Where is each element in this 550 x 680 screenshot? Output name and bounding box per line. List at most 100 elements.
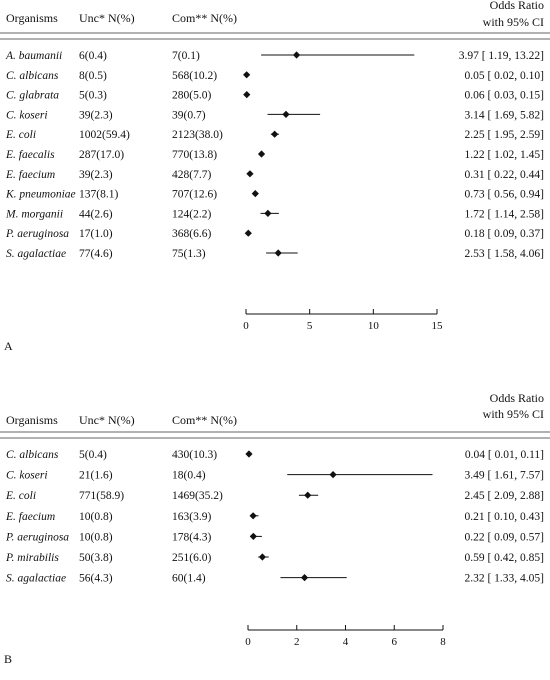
panel-a-unc-value: 5(0.3) — [79, 90, 107, 102]
panel-b-com-value: 18(0.4) — [172, 470, 206, 482]
panel-a-organism-label: A. baumanii — [5, 50, 62, 62]
panel-b-unc-value: 21(1.6) — [79, 470, 113, 482]
panel-b-organism-label: C. albicans — [6, 449, 59, 461]
panel-a-or-point — [243, 71, 251, 79]
panel-a-unc-value: 137(8.1) — [79, 189, 118, 201]
panel-a-unc-value: 44(2.6) — [79, 208, 113, 220]
panel-b-or-point — [304, 491, 312, 499]
panel-a-or-point — [274, 249, 282, 257]
panel-a-unc-value: 39(2.3) — [79, 109, 113, 121]
panel-b-x-tick-label: 6 — [392, 636, 398, 648]
panel-a-x-tick-label: 5 — [307, 320, 313, 332]
panel-b-unc-value: 10(0.8) — [79, 511, 113, 523]
panel-a-x-tick-label: 15 — [432, 320, 444, 332]
panel-b-com-value: 251(6.0) — [172, 552, 211, 564]
panel-a-unc-value: 6(0.4) — [79, 50, 107, 62]
panel-b-header-unc: Unc* N(%) — [79, 413, 135, 427]
panel-b-unc-value: 5(0.4) — [79, 449, 107, 461]
panel-a-com-value: 568(10.2) — [172, 70, 217, 82]
panel-a-com-value: 280(5.0) — [172, 90, 211, 102]
panel-b-com-value: 178(4.3) — [172, 531, 211, 543]
panel-b-x-tick-label: 2 — [294, 636, 300, 648]
panel-a-com-value: 124(2.2) — [172, 208, 211, 220]
panel-b-x-tick-label: 8 — [440, 636, 446, 648]
panel-a-header-organisms: Organisms — [6, 11, 58, 25]
panel-a-com-value: 770(13.8) — [172, 149, 217, 161]
panel-b-header-or-line1: Odds Ratio — [490, 391, 544, 405]
panel-a-or-ci-label: 3.14 [ 1.69, 5.82] — [464, 109, 544, 121]
panel-a-or-ci-label: 0.73 [ 0.56, 0.94] — [464, 189, 544, 201]
panel-b-com-value: 60(1.4) — [172, 573, 206, 585]
panel-a-header-or-line2: with 95% CI — [483, 15, 544, 29]
panel-b-x-tick-label: 0 — [245, 636, 251, 648]
panel-b-or-ci-label: 3.49 [ 1.61, 7.57] — [464, 470, 544, 482]
panel-a-organism-label: C. koseri — [6, 109, 48, 121]
panel-a-or-point — [251, 190, 259, 198]
panel-a-or-ci-label: 0.31 [ 0.22, 0.44] — [464, 169, 544, 181]
panel-a-or-ci-label: 2.25 [ 1.95, 2.59] — [464, 129, 544, 141]
panel-b-or-point — [258, 553, 266, 561]
panel-a-or-point — [246, 170, 254, 178]
panel-a-unc-value: 39(2.3) — [79, 169, 113, 181]
panel-b-or-point — [329, 471, 337, 479]
panel-a-com-value: 368(6.6) — [172, 228, 211, 240]
panel-b-header-organisms: Organisms — [6, 413, 58, 427]
panel-a-com-value: 39(0.7) — [172, 109, 206, 121]
panel-a-x-tick-label: 0 — [243, 320, 249, 332]
panel-b-com-value: 430(10.3) — [172, 449, 217, 461]
panel-a-unc-value: 287(17.0) — [79, 149, 124, 161]
panel-b-header-or-line2: with 95% CI — [483, 407, 544, 421]
panel-b-unc-value: 50(3.8) — [79, 552, 113, 564]
panel-b-organism-label: P. aeruginosa — [5, 531, 69, 543]
panel-a-or-ci-label: 3.97 [ 1.19, 13.22] — [459, 50, 544, 62]
panel-a-or-ci-label: 0.06 [ 0.03, 0.15] — [464, 90, 544, 102]
panel-a-label: A — [4, 339, 13, 353]
panel-a-x-tick-label: 10 — [368, 320, 380, 332]
panel-b-or-point — [249, 512, 257, 520]
panel-b-unc-value: 56(4.3) — [79, 573, 113, 585]
panel-b-unc-value: 10(0.8) — [79, 531, 113, 543]
panel-b-organism-label: S. agalactiae — [6, 573, 66, 585]
panel-a-com-value: 2123(38.0) — [172, 129, 223, 141]
panel-b-or-point — [249, 532, 257, 540]
panel-a-organism-label: K. pneumoniae — [5, 189, 76, 201]
panel-a-or-ci-label: 0.05 [ 0.02, 0.10] — [464, 70, 544, 82]
panel-b-or-ci-label: 0.21 [ 0.10, 0.43] — [464, 511, 544, 523]
panel-a-organism-label: M. morganii — [5, 208, 63, 220]
panel-b-com-value: 163(3.9) — [172, 511, 211, 523]
panel-a-unc-value: 1002(59.4) — [79, 129, 130, 141]
panel-a-or-ci-label: 0.18 [ 0.09, 0.37] — [464, 228, 544, 240]
panel-b-com-value: 1469(35.2) — [172, 490, 223, 502]
panel-b-organism-label: E. coli — [5, 490, 36, 502]
panel-a-unc-value: 8(0.5) — [79, 70, 107, 82]
panel-b-or-ci-label: 0.22 [ 0.09, 0.57] — [464, 531, 544, 543]
panel-b-or-ci-label: 2.32 [ 1.33, 4.05] — [464, 573, 544, 585]
panel-a-header-unc: Unc* N(%) — [79, 11, 135, 25]
panel-a-organism-label: C. albicans — [6, 70, 59, 82]
panel-b-or-point — [245, 450, 253, 458]
panel-a-com-value: 707(12.6) — [172, 189, 217, 201]
panel-a-or-point — [271, 130, 279, 138]
panel-a-organism-label: E. faecium — [5, 169, 55, 181]
panel-a-com-value: 7(0.1) — [172, 50, 200, 62]
panel-b-or-ci-label: 2.45 [ 2.09, 2.88] — [464, 490, 544, 502]
panel-a-or-point — [244, 229, 252, 237]
panel-b-unc-value: 771(58.9) — [79, 490, 124, 502]
panel-a-com-value: 428(7.7) — [172, 169, 211, 181]
panel-a-or-point — [243, 91, 251, 99]
panel-a-or-ci-label: 1.22 [ 1.02, 1.45] — [464, 149, 544, 161]
panel-a-or-point — [257, 150, 266, 158]
panel-b-or-ci-label: 0.04 [ 0.01, 0.11] — [465, 449, 544, 461]
panel-a-organism-label: C. glabrata — [6, 90, 59, 102]
panel-b-or-ci-label: 0.59 [ 0.42, 0.85] — [464, 552, 544, 564]
panel-b-organism-label: P. mirabilis — [5, 552, 59, 564]
panel-a-or-point — [264, 209, 272, 217]
panel-a-or-ci-label: 1.72 [ 1.14, 2.58] — [464, 208, 544, 220]
panel-a-header-or-line1: Odds Ratio — [490, 0, 544, 12]
panel-a-or-ci-label: 2.53 [ 1.58, 4.06] — [464, 248, 544, 260]
panel-a-unc-value: 77(4.6) — [79, 248, 113, 260]
panel-b-organism-label: E. faecium — [5, 511, 55, 523]
panel-a-or-point — [292, 51, 301, 59]
panel-a-organism-label: E. coli — [5, 129, 36, 141]
